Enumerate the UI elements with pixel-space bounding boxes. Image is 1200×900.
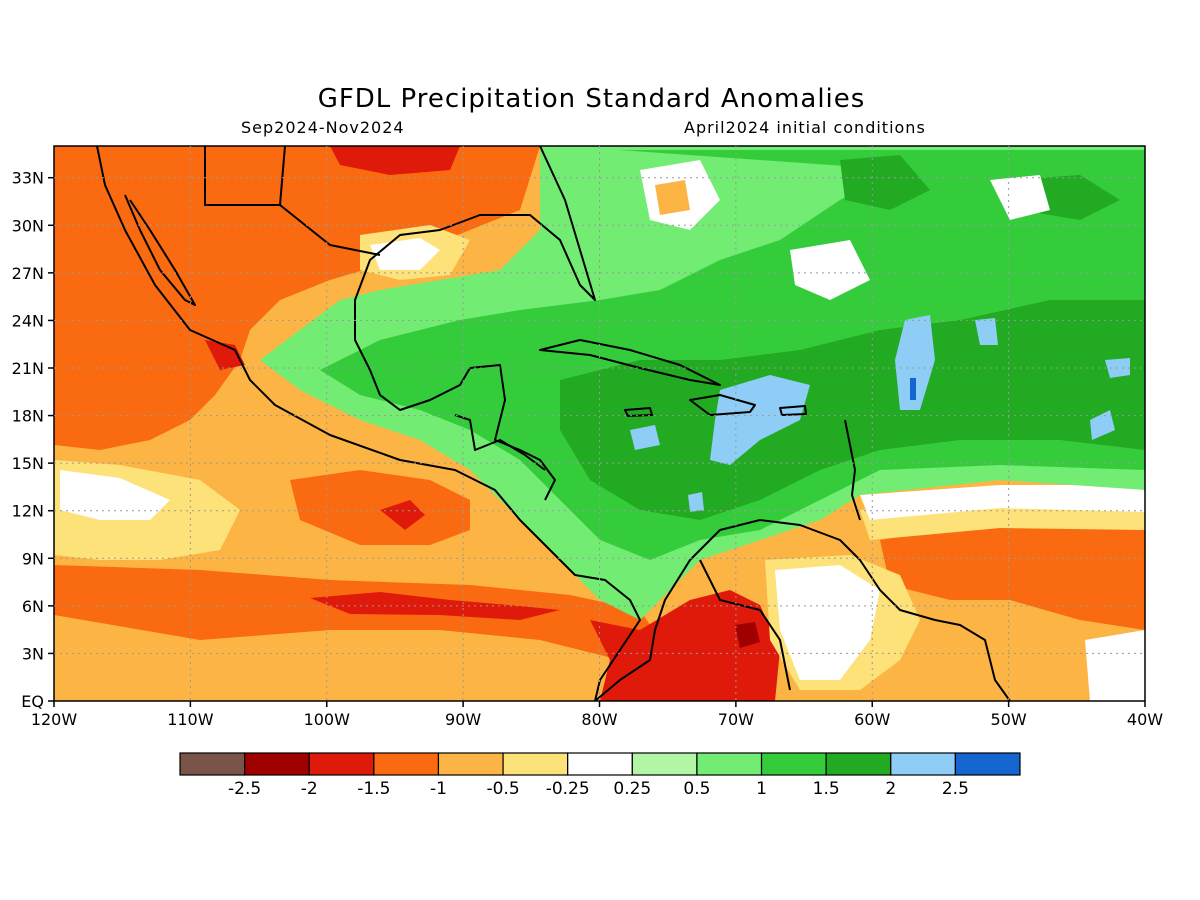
colorbar-swatch — [244, 752, 310, 776]
map-title: GFDL Precipitation Standard Anomalies — [317, 84, 866, 114]
y-tick-label: 15N — [12, 454, 44, 473]
x-tick-label: 40W — [1127, 710, 1163, 729]
colorbar-swatch — [567, 752, 633, 776]
coast-north-america — [96, 146, 641, 701]
colorbar-swatch — [890, 752, 956, 776]
colorbar-swatch — [760, 752, 827, 776]
colorbar-label: 1.5 — [813, 779, 840, 799]
field-green-dark-core — [560, 300, 1145, 520]
x-tick-label: 50W — [991, 710, 1027, 729]
y-tick-label: 3N — [22, 644, 44, 663]
colorbar-label: -1.5 — [357, 779, 390, 799]
field-deep-orange-northwest — [54, 146, 540, 450]
coast-venezuela-inland — [699, 559, 791, 691]
field-white-atlantic-band — [860, 485, 1145, 520]
x-tick-label: 100W — [304, 710, 351, 729]
field-blue-caribbean — [630, 425, 660, 450]
x-tick-label: 120W — [31, 710, 78, 729]
colorbar-swatch — [825, 752, 892, 776]
colorbar-label: 2 — [885, 779, 896, 799]
colorbar-swatch — [631, 752, 698, 776]
colorbar-label: 1 — [756, 779, 767, 799]
field-white-pacific-west — [60, 470, 170, 520]
colorbar-swatch — [696, 752, 763, 776]
field-white-atlantic-mid — [790, 240, 870, 300]
field-blue-hispaniola — [710, 375, 810, 465]
colorbar-swatch — [373, 752, 440, 776]
y-tick-label: 21N — [12, 359, 44, 378]
y-tick-label: 18N — [12, 407, 44, 426]
y-tick-label: 9N — [22, 549, 44, 568]
colorbar-label: -1 — [430, 779, 447, 799]
colorbar-label: -2 — [301, 779, 318, 799]
coast-south-america — [594, 519, 1011, 701]
field-green-bright-region — [320, 150, 1145, 560]
x-tick-label: 110W — [167, 710, 214, 729]
border-central-america — [454, 414, 546, 471]
colorbar-label: -0.25 — [546, 779, 590, 799]
field-yellow-atlantic-north — [655, 180, 690, 215]
y-tick-label: 27N — [12, 264, 44, 283]
field-red-pacific — [380, 500, 425, 530]
field-green-dark-north — [840, 155, 930, 210]
y-tick-label: 30N — [12, 216, 44, 235]
x-tick-label: 80W — [581, 710, 617, 729]
y-tick-label: 6N — [22, 597, 44, 616]
y-tick-label: 12N — [12, 502, 44, 521]
field-red-southamerica — [590, 590, 780, 701]
colorbar: -2.5 -2 -1.5 -1 -0.5 -0.25 0.25 0.5 1 1.5 2 2.5 — [179, 752, 1021, 799]
x-tick-label: 70W — [718, 710, 754, 729]
field-darkblue-core — [910, 378, 916, 400]
field-blue-atlantic-4 — [1090, 410, 1115, 440]
x-tick-label: 90W — [445, 710, 481, 729]
border-us-mexico — [204, 146, 381, 256]
colorbar-swatch — [179, 752, 246, 776]
colorbar-label: 0.25 — [613, 779, 651, 799]
colorbar-swatch — [437, 752, 504, 776]
y-tick-label: 33N — [12, 169, 44, 188]
field-red-texas — [330, 146, 460, 175]
field-red-itcz-core — [310, 592, 560, 620]
coast-puerto-rico — [779, 405, 807, 416]
field-blue-atlantic-1 — [895, 315, 935, 410]
coast-lesser-antilles — [844, 419, 861, 521]
colorbar-swatch — [308, 752, 375, 776]
field-deep-orange-atlantic-south — [880, 520, 1145, 630]
coast-hispaniola — [689, 394, 756, 416]
y-tick-label: EQ — [21, 692, 44, 711]
colorbar-swatch — [954, 752, 1021, 776]
colorbar-label: 2.5 — [942, 779, 969, 799]
field-white-southeast — [1085, 630, 1145, 701]
period-label: Sep2024-Nov2024 — [241, 118, 405, 137]
field-blue-colombia — [688, 492, 704, 512]
colorbar-label: -2.5 — [228, 779, 261, 799]
field-deep-orange-itcz-north — [290, 470, 470, 545]
colorbar-label: -0.5 — [486, 779, 519, 799]
coast-jamaica — [624, 407, 653, 417]
field-red-mexico — [205, 340, 245, 370]
colorbar-label: 0.5 — [683, 779, 710, 799]
graticule — [54, 146, 1145, 701]
init-conditions-label: April2024 initial conditions — [684, 118, 926, 137]
x-tick-label: 60W — [854, 710, 890, 729]
field-white-venezuela — [775, 565, 880, 680]
field-white-atlantic-ne — [990, 175, 1050, 220]
map-axes: 120W 110W 100W 90W 80W 70W 60W 50W 40W EQ 3N 6N 9N 12… — [12, 169, 1164, 729]
coast-cuba — [539, 339, 721, 386]
coast-gulf-mexico — [354, 146, 596, 501]
field-blue-atlantic-2 — [975, 318, 998, 345]
colorbar-swatch — [502, 752, 569, 776]
y-tick-label: 24N — [12, 311, 44, 330]
field-darkred-core — [735, 622, 760, 648]
